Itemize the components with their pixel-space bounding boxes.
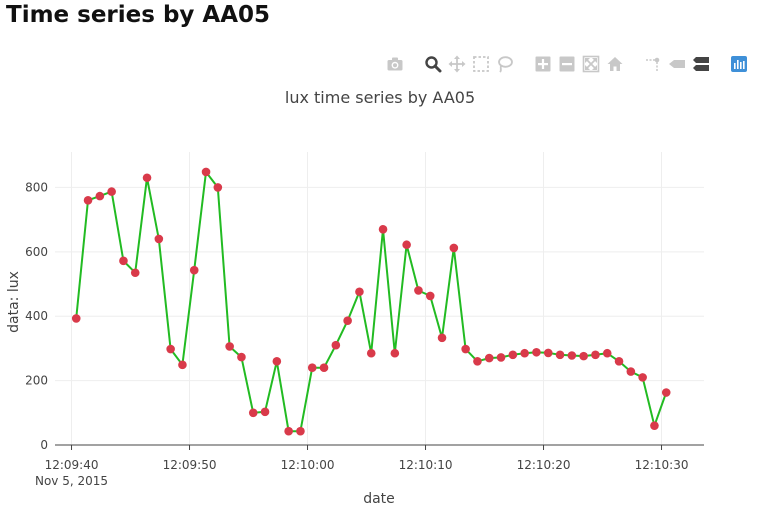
page-title: Time series by AA05: [6, 2, 271, 28]
x-tick-label: 12:09:50: [163, 458, 217, 472]
data-point[interactable]: [473, 356, 482, 366]
data-point[interactable]: [237, 352, 246, 362]
reset-axes-icon[interactable]: [605, 54, 625, 74]
data-point[interactable]: [355, 287, 364, 297]
data-point[interactable]: [119, 256, 128, 266]
data-point[interactable]: [272, 356, 282, 366]
data-point[interactable]: [461, 344, 470, 354]
data-point[interactable]: [201, 167, 211, 177]
data-point[interactable]: [484, 353, 494, 363]
data-point[interactable]: [520, 348, 529, 358]
data-point[interactable]: [626, 367, 636, 376]
data-point[interactable]: [378, 224, 388, 234]
autoscale-icon[interactable]: [581, 54, 601, 74]
spike-lines-icon[interactable]: [643, 54, 663, 74]
data-point[interactable]: [508, 350, 518, 360]
data-point[interactable]: [166, 344, 175, 354]
data-point[interactable]: [71, 314, 81, 323]
data-point[interactable]: [213, 183, 223, 192]
x-axis-title: date: [363, 491, 395, 507]
data-point[interactable]: [248, 408, 258, 418]
data-point[interactable]: [260, 407, 270, 417]
modebar: [385, 54, 749, 74]
data-point[interactable]: [331, 340, 341, 350]
x-tick-label: 12:10:10: [399, 458, 453, 472]
grid: [55, 152, 704, 445]
data-point[interactable]: [296, 426, 305, 436]
data-point[interactable]: [107, 187, 116, 196]
data-point[interactable]: [614, 356, 624, 366]
box-select-icon[interactable]: [471, 54, 491, 74]
data-point[interactable]: [225, 342, 234, 351]
y-tick-label: 200: [25, 374, 48, 388]
series: [71, 167, 671, 436]
data-point[interactable]: [307, 363, 317, 373]
camera-icon[interactable]: [385, 54, 405, 74]
data-point[interactable]: [390, 348, 400, 358]
data-point[interactable]: [579, 351, 588, 361]
y-tick-label: 800: [25, 180, 48, 194]
data-point[interactable]: [142, 173, 152, 183]
hover-closest-icon[interactable]: [667, 54, 687, 74]
data-point[interactable]: [555, 350, 565, 360]
axes: 0 200 400 600 800 12:09:40 Nov 5, 2015 12:09:50…: [25, 180, 704, 488]
data-point[interactable]: [591, 350, 600, 360]
plotly-logo-icon[interactable]: [729, 54, 749, 74]
data-point[interactable]: [154, 234, 164, 244]
y-axis-title: data: lux: [6, 271, 22, 333]
data-point[interactable]: [661, 388, 671, 397]
data-point[interactable]: [602, 348, 612, 358]
data-point[interactable]: [189, 265, 199, 275]
data-point[interactable]: [402, 240, 411, 250]
data-point[interactable]: [319, 363, 329, 373]
data-point[interactable]: [83, 195, 93, 205]
data-point[interactable]: [414, 286, 423, 295]
hover-compare-icon[interactable]: [691, 54, 711, 74]
x-tick-label: 12:10:00: [281, 458, 335, 472]
y-tick-label: 400: [25, 309, 48, 323]
data-point[interactable]: [543, 348, 553, 358]
y-tick-label: 0: [40, 438, 48, 452]
data-point[interactable]: [130, 268, 140, 278]
data-point[interactable]: [496, 353, 506, 362]
x-tick-label: 12:09:40: [45, 458, 99, 472]
data-point[interactable]: [178, 360, 187, 370]
data-point[interactable]: [366, 348, 376, 358]
data-point[interactable]: [567, 351, 577, 360]
pan-icon[interactable]: [447, 54, 467, 74]
data-point[interactable]: [95, 191, 105, 201]
zoom-icon[interactable]: [423, 54, 443, 74]
data-point[interactable]: [425, 291, 435, 301]
zoom-in-icon[interactable]: [533, 54, 553, 74]
zoom-out-icon[interactable]: [557, 54, 577, 74]
series-line: [75, 171, 668, 433]
lasso-select-icon[interactable]: [495, 54, 515, 74]
chart-title: lux time series by AA05: [285, 88, 475, 107]
x-tick-label: 12:10:20: [517, 458, 571, 472]
data-point[interactable]: [638, 373, 647, 382]
data-point[interactable]: [343, 316, 352, 326]
data-point[interactable]: [532, 347, 541, 357]
x-tick-sublabel: Nov 5, 2015: [35, 474, 108, 488]
data-point[interactable]: [284, 426, 293, 436]
data-point[interactable]: [449, 243, 459, 253]
data-point[interactable]: [437, 333, 447, 343]
x-tick-label: 12:10:30: [635, 458, 689, 472]
y-tick-label: 600: [25, 245, 48, 259]
data-point[interactable]: [650, 421, 659, 430]
